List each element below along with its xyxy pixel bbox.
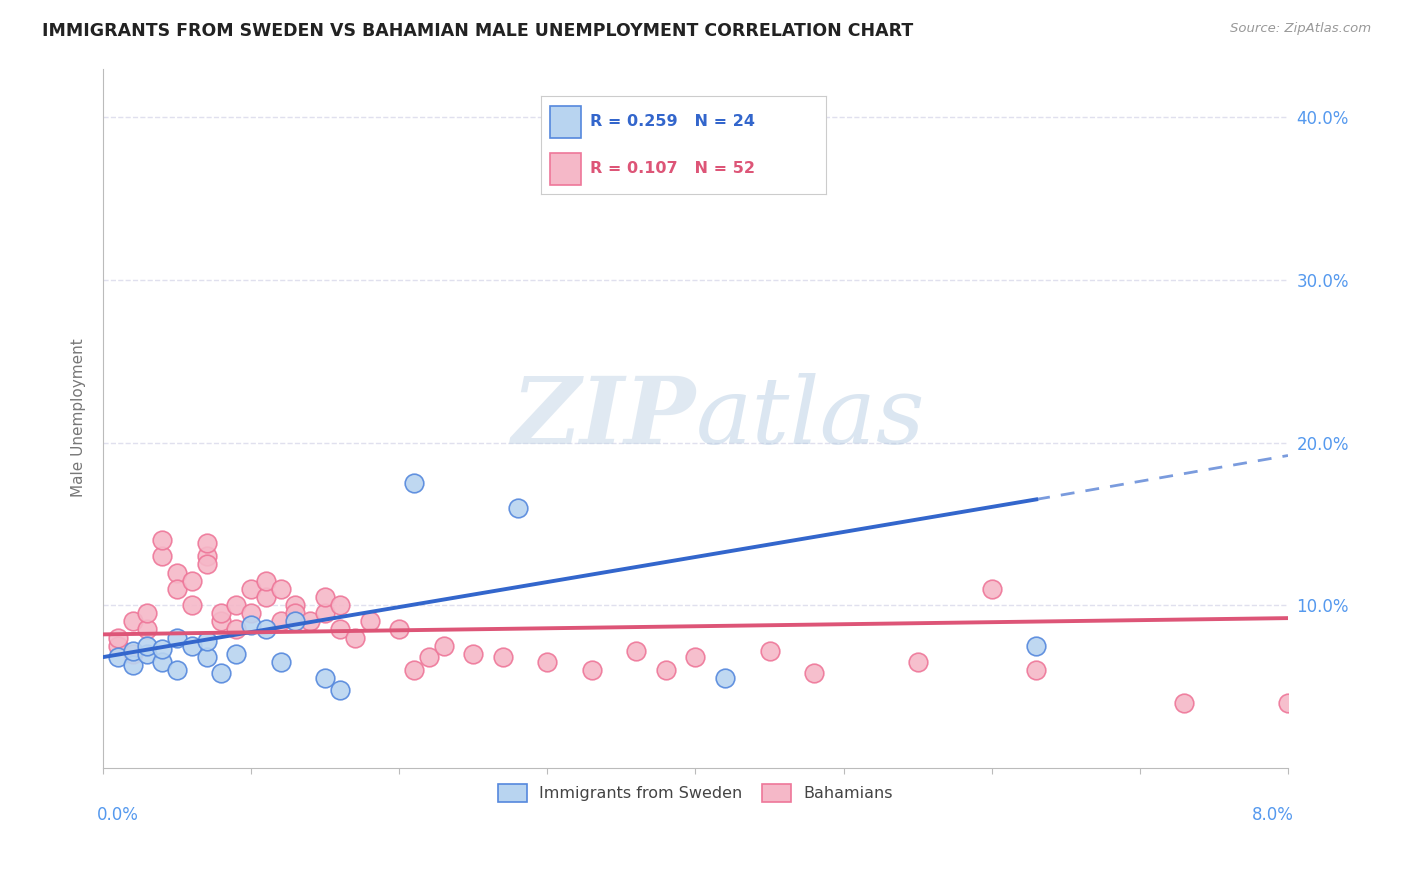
Point xyxy=(121,647,143,661)
Point xyxy=(136,623,159,637)
Text: Source: ZipAtlas.com: Source: ZipAtlas.com xyxy=(1230,22,1371,36)
Point xyxy=(225,647,247,661)
Point xyxy=(180,639,202,653)
Point xyxy=(758,643,780,657)
Point xyxy=(209,615,232,629)
Point xyxy=(329,598,352,612)
Point xyxy=(1025,639,1047,653)
Point xyxy=(107,650,129,665)
Point xyxy=(121,643,143,657)
Point xyxy=(270,582,292,596)
Point xyxy=(107,639,129,653)
Point xyxy=(314,590,336,604)
Point xyxy=(329,682,352,697)
Point xyxy=(195,549,218,564)
Point xyxy=(195,558,218,572)
Point xyxy=(655,663,678,677)
Point xyxy=(195,633,218,648)
Text: ZIP: ZIP xyxy=(512,373,696,463)
Point xyxy=(270,615,292,629)
Point xyxy=(209,606,232,620)
Point xyxy=(907,655,929,669)
Point xyxy=(166,582,188,596)
Legend: Immigrants from Sweden, Bahamians: Immigrants from Sweden, Bahamians xyxy=(492,778,900,809)
Point xyxy=(506,500,529,515)
Point xyxy=(180,574,202,588)
Point xyxy=(240,606,263,620)
Point xyxy=(284,606,307,620)
Point xyxy=(685,650,707,665)
Point xyxy=(299,615,322,629)
Point xyxy=(107,631,129,645)
Point xyxy=(209,666,232,681)
Point xyxy=(270,655,292,669)
Point xyxy=(624,643,647,657)
Point xyxy=(1277,696,1299,710)
Point xyxy=(402,476,425,491)
Point xyxy=(136,647,159,661)
Point xyxy=(166,663,188,677)
Point xyxy=(166,566,188,580)
Point xyxy=(225,623,247,637)
Point xyxy=(433,639,456,653)
Point xyxy=(150,642,173,657)
Point xyxy=(254,574,277,588)
Point xyxy=(254,590,277,604)
Point xyxy=(536,655,558,669)
Text: IMMIGRANTS FROM SWEDEN VS BAHAMIAN MALE UNEMPLOYMENT CORRELATION CHART: IMMIGRANTS FROM SWEDEN VS BAHAMIAN MALE … xyxy=(42,22,914,40)
Text: 0.0%: 0.0% xyxy=(97,806,139,824)
Point xyxy=(195,536,218,550)
Text: atlas: atlas xyxy=(696,373,925,463)
Point xyxy=(166,631,188,645)
Point xyxy=(150,549,173,564)
Point xyxy=(150,533,173,547)
Point xyxy=(980,582,1002,596)
Point xyxy=(136,639,159,653)
Point xyxy=(1025,663,1047,677)
Point xyxy=(463,647,485,661)
Point xyxy=(492,650,515,665)
Point xyxy=(343,631,366,645)
Point xyxy=(418,650,440,665)
Point xyxy=(121,658,143,673)
Point xyxy=(150,655,173,669)
Point xyxy=(388,623,411,637)
Point xyxy=(314,671,336,685)
Y-axis label: Male Unemployment: Male Unemployment xyxy=(72,339,86,498)
Text: 8.0%: 8.0% xyxy=(1251,806,1294,824)
Point xyxy=(240,582,263,596)
Point xyxy=(136,606,159,620)
Point xyxy=(240,617,263,632)
Point xyxy=(254,623,277,637)
Point xyxy=(225,598,247,612)
Point xyxy=(180,598,202,612)
Point xyxy=(359,615,381,629)
Point xyxy=(121,615,143,629)
Point xyxy=(714,671,737,685)
Point xyxy=(314,606,336,620)
Point xyxy=(195,650,218,665)
Point xyxy=(284,615,307,629)
Point xyxy=(402,663,425,677)
Point xyxy=(329,623,352,637)
Point xyxy=(803,666,825,681)
Point xyxy=(284,598,307,612)
Point xyxy=(581,663,603,677)
Point xyxy=(1173,696,1195,710)
